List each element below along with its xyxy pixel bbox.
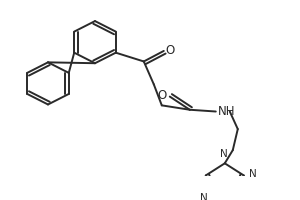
Text: O: O xyxy=(166,44,175,57)
Text: N: N xyxy=(200,193,208,200)
Text: NH: NH xyxy=(218,105,235,118)
Text: N: N xyxy=(249,169,256,179)
Text: N: N xyxy=(220,149,228,159)
Text: O: O xyxy=(158,89,167,102)
